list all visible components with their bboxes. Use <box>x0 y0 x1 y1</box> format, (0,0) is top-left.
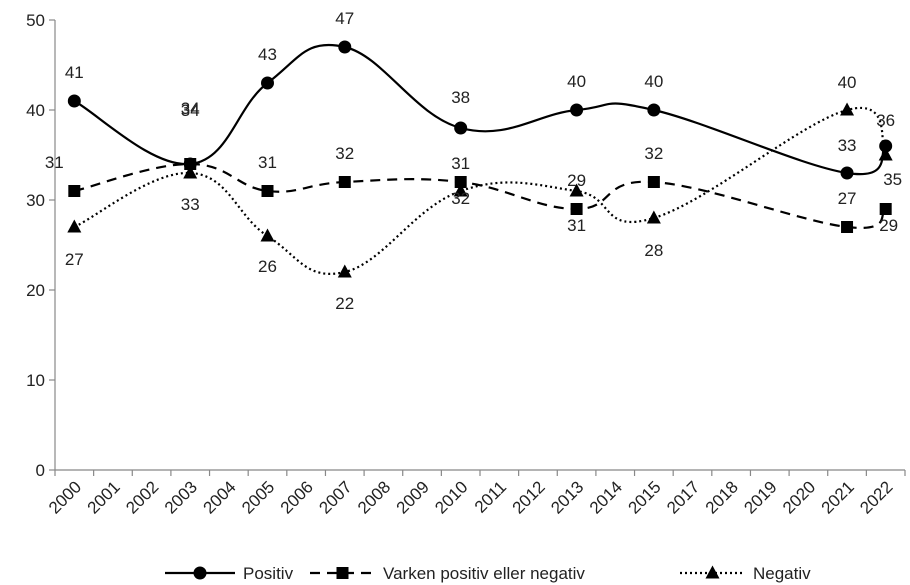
x-tick-label: 2014 <box>586 477 626 517</box>
axes: 0102030405020002001200220032004200520062… <box>26 11 906 518</box>
data-label: 38 <box>451 88 470 107</box>
data-label: 31 <box>45 153 64 172</box>
legend-label: Positiv <box>243 564 294 583</box>
x-tick-label: 2017 <box>663 477 703 517</box>
data-label: 29 <box>879 216 898 235</box>
legend: Positiv Varken positiv eller negativ Negat… <box>165 564 811 583</box>
data-point-triangle <box>260 228 275 242</box>
x-tick-label: 2015 <box>625 477 665 517</box>
data-point-square <box>647 176 660 188</box>
data-point-circle <box>338 40 352 54</box>
x-tick-label: 2004 <box>200 477 240 517</box>
data-point-circle <box>67 94 81 108</box>
data-label: 32 <box>335 144 354 163</box>
data-point-circle <box>261 76 274 90</box>
x-tick-label: 2005 <box>238 477 278 517</box>
data-label: 31 <box>258 153 277 172</box>
x-tick-label: 2019 <box>740 477 780 517</box>
data-point-triangle <box>840 102 855 116</box>
data-point-triangle <box>67 219 82 233</box>
data-point-square <box>841 221 854 233</box>
x-tick-label: 2008 <box>354 477 394 517</box>
data-label: 33 <box>181 195 200 214</box>
x-tick-label: 2010 <box>431 477 471 517</box>
data-label: 35 <box>883 170 902 189</box>
data-point-triangle <box>646 210 661 224</box>
legend-label: Varken positiv eller negativ <box>383 564 585 583</box>
data-point-square <box>184 158 197 170</box>
data-label: 32 <box>451 189 470 208</box>
x-tick-label: 2013 <box>547 477 587 517</box>
data-point-triangle <box>453 183 468 197</box>
data-label: 31 <box>451 154 470 173</box>
x-tick-label: 2002 <box>122 477 162 517</box>
data-point-square <box>570 203 583 215</box>
data-point-square <box>454 176 467 188</box>
series-markers <box>67 40 893 278</box>
data-point-square <box>68 185 81 197</box>
data-point-circle <box>647 103 661 117</box>
y-tick-label: 40 <box>26 101 45 120</box>
data-label: 31 <box>567 216 586 235</box>
data-label: 47 <box>335 9 354 28</box>
y-tick-label: 30 <box>26 191 45 210</box>
y-tick-label: 0 <box>36 461 45 480</box>
data-point-circle <box>570 103 584 117</box>
y-tick-label: 50 <box>26 11 45 30</box>
data-label: 40 <box>644 72 663 91</box>
data-point-triangle <box>569 183 584 197</box>
x-tick-label: 2022 <box>856 477 896 517</box>
data-label: 40 <box>838 73 857 92</box>
x-tick-label: 2012 <box>509 477 549 517</box>
x-tick-label: 2011 <box>471 477 510 516</box>
data-label: 34 <box>181 101 200 120</box>
data-label: 27 <box>838 189 857 208</box>
data-point-circle <box>879 139 893 153</box>
data-label: 22 <box>335 294 354 313</box>
data-point-triangle <box>183 165 198 179</box>
data-label: 34 <box>181 99 200 118</box>
data-label: 33 <box>838 136 857 155</box>
data-point-square <box>338 176 351 188</box>
y-tick-label: 10 <box>26 371 45 390</box>
series-line-dashed <box>74 162 887 230</box>
series-line-dotted <box>73 106 887 275</box>
data-point-circle <box>454 121 468 135</box>
data-point-square <box>879 203 892 215</box>
data-label: 26 <box>258 257 277 276</box>
x-tick-label: 2003 <box>161 477 201 517</box>
x-tick-label: 2018 <box>702 477 742 517</box>
data-point-circle <box>840 166 854 180</box>
data-point-triangle <box>337 264 352 278</box>
data-label: 40 <box>567 72 586 91</box>
data-point-triangle <box>878 147 893 161</box>
legend-marker-square <box>336 567 349 579</box>
legend-label: Negativ <box>753 564 811 583</box>
data-label: 28 <box>644 241 663 260</box>
y-tick-label: 20 <box>26 281 45 300</box>
legend-marker-triangle <box>705 565 720 579</box>
data-label: 36 <box>876 111 895 130</box>
data-label: 32 <box>644 144 663 163</box>
x-tick-label: 2020 <box>779 477 819 517</box>
x-tick-label: 2006 <box>277 477 317 517</box>
data-label: 43 <box>258 45 277 64</box>
data-point-square <box>261 185 274 197</box>
data-label: 29 <box>567 171 586 190</box>
data-label: 27 <box>65 250 84 269</box>
data-label: 41 <box>65 63 84 82</box>
x-tick-label: 2009 <box>393 477 433 517</box>
legend-marker-circle <box>193 566 207 580</box>
x-tick-label: 2021 <box>818 477 858 517</box>
x-tick-label: 2000 <box>45 477 85 517</box>
x-tick-label: 2007 <box>315 477 355 517</box>
x-tick-label: 2001 <box>84 477 124 517</box>
